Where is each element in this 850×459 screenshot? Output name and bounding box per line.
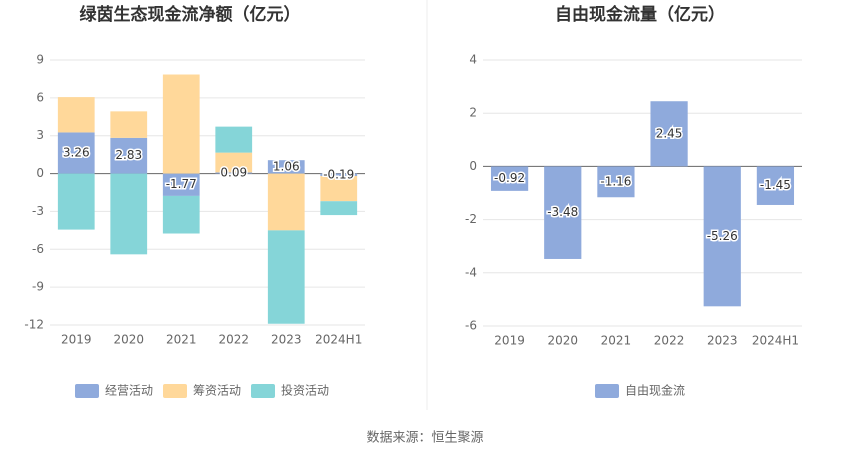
y-tick-label: -6 bbox=[32, 242, 44, 256]
legend-swatch bbox=[75, 384, 99, 398]
y-tick-label: -9 bbox=[32, 280, 44, 294]
bar bbox=[490, 166, 529, 191]
chart-title: 自由现金流量（亿元） bbox=[555, 4, 725, 25]
bar bbox=[650, 101, 688, 167]
chart-title: 绿茵生态现金流净额（亿元） bbox=[80, 4, 301, 25]
value-label: -0.92 bbox=[494, 171, 525, 185]
x-tick-label: 2020 bbox=[113, 333, 144, 347]
value-label: 1.06 bbox=[273, 159, 300, 173]
value-label: -1.45 bbox=[760, 178, 791, 192]
value-label: -3.48 bbox=[547, 205, 578, 219]
bar bbox=[267, 160, 305, 174]
value-label: 2.83 bbox=[115, 148, 142, 162]
value-label: -0.19 bbox=[323, 167, 354, 181]
bar bbox=[756, 166, 795, 205]
x-tick-label: 2022 bbox=[654, 334, 685, 348]
bar bbox=[267, 230, 305, 324]
x-tick-label: 2024H1 bbox=[752, 334, 799, 348]
legend-label: 筹资活动 bbox=[193, 384, 241, 398]
y-tick-label: 0 bbox=[469, 159, 477, 173]
x-tick-label: 2021 bbox=[166, 333, 197, 347]
y-tick-label: -12 bbox=[24, 318, 44, 332]
legend-label: 投资活动 bbox=[281, 383, 329, 398]
bar bbox=[162, 74, 200, 174]
legend-swatch bbox=[595, 384, 619, 398]
bar bbox=[110, 137, 148, 174]
value-label: 3.26 bbox=[63, 146, 90, 160]
x-tick-label: 2019 bbox=[61, 333, 92, 347]
value-label: -5.26 bbox=[707, 229, 738, 243]
bar bbox=[320, 173, 358, 176]
y-tick-label: 0 bbox=[36, 166, 44, 180]
bar bbox=[215, 126, 253, 153]
bar bbox=[215, 172, 253, 174]
bar bbox=[544, 166, 582, 259]
bar bbox=[267, 173, 305, 231]
bar bbox=[162, 195, 200, 234]
x-tick-label: 2021 bbox=[601, 334, 632, 348]
y-tick-label: -3 bbox=[32, 204, 44, 218]
x-tick-label: 2020 bbox=[547, 334, 578, 348]
y-tick-label: 3 bbox=[36, 128, 44, 142]
bar bbox=[215, 152, 253, 173]
value-label: -1.77 bbox=[166, 177, 197, 191]
x-tick-label: 2023 bbox=[271, 333, 302, 347]
x-tick-label: 2024H1 bbox=[315, 333, 362, 347]
y-tick-label: 9 bbox=[36, 53, 44, 67]
legend-label: 经营活动 bbox=[105, 384, 153, 398]
bar bbox=[320, 175, 358, 202]
bar bbox=[110, 173, 148, 255]
value-label: 0.09 bbox=[220, 166, 247, 180]
bar bbox=[57, 132, 95, 174]
value-label: 2.45 bbox=[656, 126, 683, 140]
y-tick-label: 4 bbox=[469, 53, 477, 67]
x-tick-label: 2023 bbox=[707, 334, 738, 348]
y-tick-label: -4 bbox=[465, 265, 477, 279]
y-tick-label: 6 bbox=[36, 90, 44, 104]
legend-swatch bbox=[251, 384, 275, 398]
y-tick-label: -2 bbox=[465, 212, 477, 226]
bar bbox=[703, 166, 741, 307]
legend-swatch bbox=[163, 384, 187, 398]
source: 数据来源：恒生聚源 bbox=[366, 431, 483, 446]
y-tick-label: -6 bbox=[465, 319, 477, 333]
bar bbox=[597, 166, 635, 198]
value-label: -1.16 bbox=[600, 174, 631, 188]
x-tick-label: 2022 bbox=[218, 333, 249, 347]
bar bbox=[110, 111, 148, 138]
bar bbox=[57, 173, 95, 230]
y-tick-label: 2 bbox=[469, 106, 477, 120]
bar bbox=[162, 173, 200, 196]
x-tick-label: 2019 bbox=[494, 334, 525, 348]
bar bbox=[320, 201, 358, 216]
bar bbox=[57, 97, 95, 133]
legend-label: 自由现金流 bbox=[625, 383, 685, 398]
